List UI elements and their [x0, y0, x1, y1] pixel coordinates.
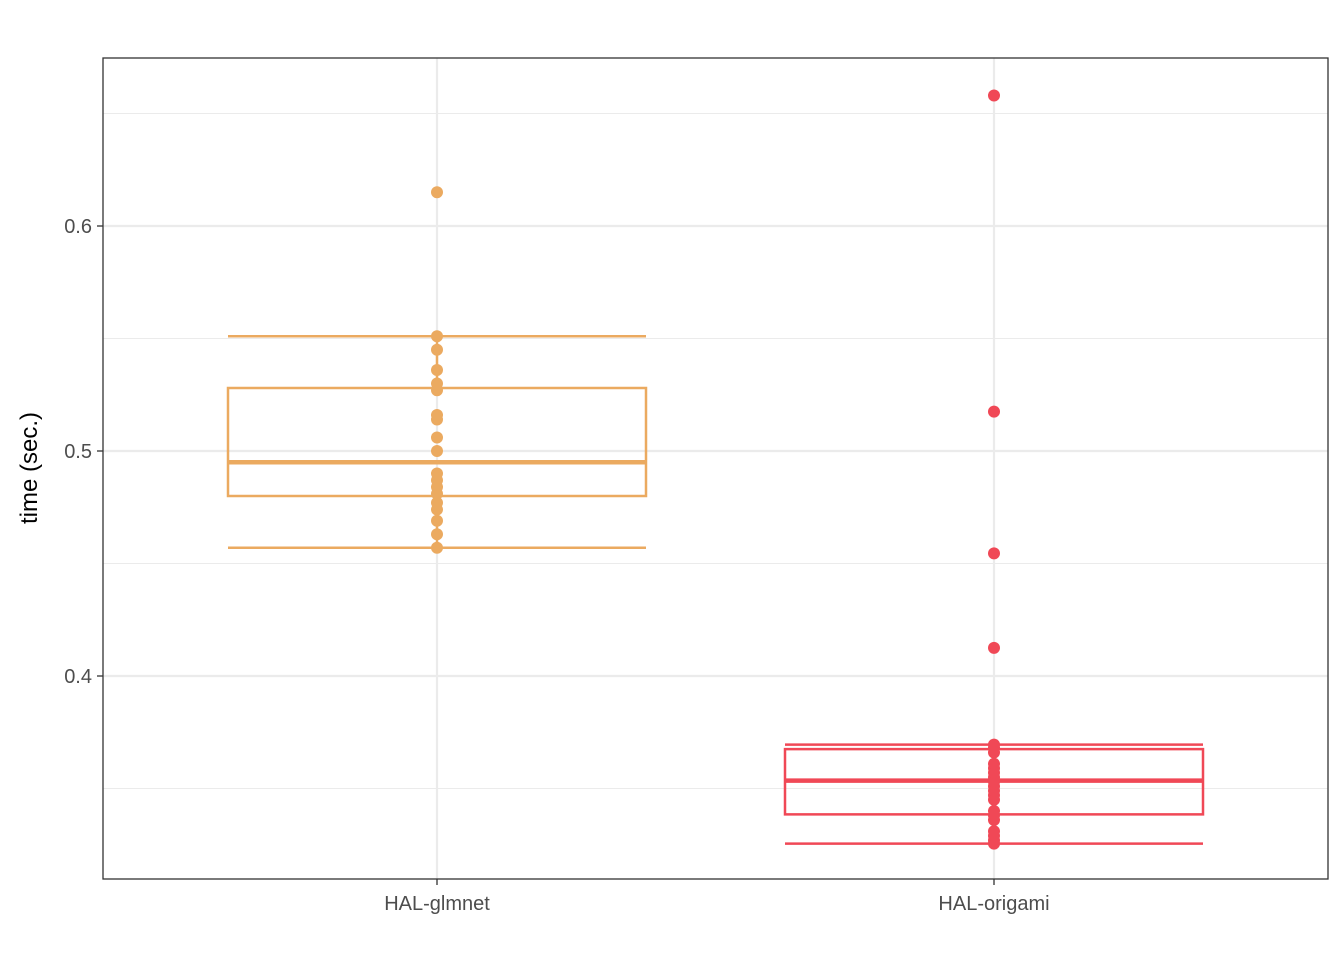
data-point	[431, 467, 443, 480]
data-point	[431, 431, 443, 444]
x-tick-label: HAL-glmnet	[384, 893, 490, 915]
data-point	[988, 757, 1000, 770]
x-tick-label: HAL-origami	[938, 893, 1049, 915]
data-point	[431, 377, 443, 390]
data-point	[431, 409, 443, 421]
data-point	[431, 514, 443, 527]
x-axis: HAL-glmnet HAL-origami	[384, 879, 1050, 915]
data-point	[431, 186, 443, 199]
data-point	[988, 547, 1000, 560]
y-tick-label: 0.4	[64, 666, 92, 688]
data-point	[431, 330, 443, 343]
y-axis-title: time (sec.)	[16, 412, 43, 524]
points-layer	[431, 89, 1000, 850]
data-point	[988, 805, 1000, 817]
data-point	[988, 641, 1000, 654]
data-point	[431, 541, 443, 554]
y-tick-label: 0.6	[64, 216, 92, 238]
data-point	[431, 496, 443, 509]
data-point	[988, 825, 1000, 838]
data-point	[988, 405, 1000, 418]
data-point	[431, 528, 443, 541]
minor-gridlines	[103, 112, 1328, 790]
data-point	[431, 343, 443, 356]
data-point	[431, 445, 443, 457]
y-axis: 0.4 0.5 0.6	[64, 216, 103, 688]
data-point	[431, 364, 443, 376]
data-point	[988, 89, 1000, 102]
plot-border	[102, 57, 1329, 880]
data-point	[988, 738, 1000, 751]
y-tick-label: 0.5	[64, 441, 92, 463]
plot-panel	[103, 58, 1328, 879]
